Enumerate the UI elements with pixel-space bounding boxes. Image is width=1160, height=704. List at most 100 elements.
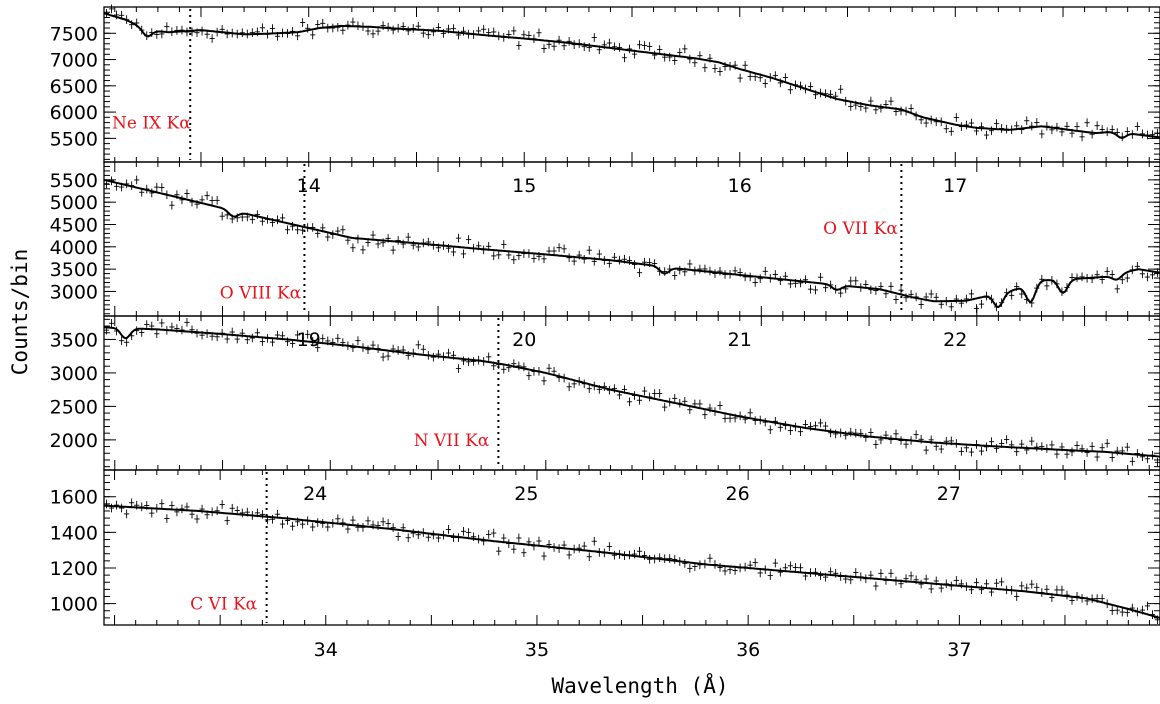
data-point <box>1104 267 1110 276</box>
data-point <box>269 24 276 33</box>
data-point <box>224 29 230 39</box>
data-point <box>1129 457 1135 466</box>
data-point <box>1094 121 1100 130</box>
data-point <box>913 430 919 439</box>
data-point <box>1124 442 1130 452</box>
data-point <box>124 337 130 347</box>
data-point <box>330 23 336 33</box>
data-point <box>1079 272 1085 282</box>
data-point <box>179 195 185 205</box>
data-point <box>430 352 436 362</box>
data-point <box>712 64 718 73</box>
data-point <box>1039 129 1045 139</box>
data-point <box>1069 447 1075 457</box>
x-tick-label: 14 <box>297 175 321 197</box>
data-point <box>812 285 819 295</box>
data-point <box>340 225 346 235</box>
data-point <box>536 28 542 38</box>
data-point <box>1109 606 1115 615</box>
data-point <box>501 364 507 374</box>
data-point <box>868 428 874 437</box>
data-point <box>641 41 648 50</box>
data-point <box>988 126 995 136</box>
data-point <box>289 27 296 36</box>
data-point <box>460 526 467 536</box>
y-tick-label: 7000 <box>50 50 98 72</box>
data-point <box>410 528 416 538</box>
data-point <box>1034 442 1040 452</box>
data-point <box>259 337 265 346</box>
data-point <box>626 44 633 54</box>
data-point <box>958 447 964 456</box>
data-point <box>853 428 859 438</box>
data-point <box>249 28 255 37</box>
data-point <box>259 23 265 33</box>
y-tick-label: 5500 <box>50 128 98 150</box>
data-point <box>501 240 507 249</box>
data-point <box>923 574 929 584</box>
data-point <box>848 102 854 111</box>
data-point <box>486 530 492 539</box>
data-point <box>390 523 396 532</box>
data-point <box>385 351 391 361</box>
data-point <box>486 352 492 362</box>
data-point <box>1079 132 1085 142</box>
data-point <box>566 550 572 560</box>
data-point <box>103 499 110 509</box>
data-point <box>888 96 894 106</box>
data-point <box>606 38 612 48</box>
data-point <box>636 546 643 556</box>
data-point <box>817 571 824 580</box>
data-point <box>848 276 854 286</box>
panel-frame <box>103 469 1160 626</box>
data-point <box>1029 579 1035 589</box>
data-point <box>365 345 371 354</box>
data-point <box>1144 272 1151 282</box>
data-point <box>1134 449 1140 458</box>
data-point <box>305 330 311 339</box>
data-point <box>843 430 849 440</box>
data-point <box>873 286 879 295</box>
data-point <box>1144 601 1151 611</box>
data-point <box>124 509 130 519</box>
data-point <box>315 343 321 352</box>
data-point <box>903 439 909 449</box>
data-point <box>279 213 286 223</box>
data-point <box>687 259 693 269</box>
data-point <box>682 44 688 54</box>
data-point <box>159 318 165 328</box>
data-point <box>1044 584 1050 594</box>
data-point <box>848 427 854 437</box>
x-tick-label: 16 <box>728 175 752 197</box>
data-point <box>878 569 884 578</box>
data-point <box>1059 585 1065 595</box>
data-point <box>636 395 643 405</box>
data-point <box>787 85 793 95</box>
data-point <box>933 292 939 302</box>
x-tick-label: 26 <box>726 483 750 505</box>
data-point <box>219 500 225 509</box>
data-point <box>541 254 547 264</box>
line-label: O VIII Kα <box>220 283 302 303</box>
y-tick-label: 4000 <box>50 237 98 259</box>
data-point <box>1034 118 1040 127</box>
data-point <box>405 533 411 543</box>
data-point <box>119 336 125 346</box>
data-point <box>767 425 773 435</box>
data-point <box>184 189 190 198</box>
data-point <box>968 118 975 128</box>
data-point <box>762 79 768 88</box>
data-point <box>752 558 758 567</box>
data-point <box>828 428 834 438</box>
x-tick-label: 24 <box>303 483 327 505</box>
data-point <box>239 508 245 518</box>
data-point <box>948 127 954 136</box>
data-point <box>340 25 346 35</box>
data-point <box>310 30 316 40</box>
data-point <box>999 577 1005 587</box>
data-point <box>355 522 361 532</box>
data-point <box>722 414 728 423</box>
y-tick-label: 3000 <box>50 281 98 303</box>
data-point <box>526 371 532 380</box>
